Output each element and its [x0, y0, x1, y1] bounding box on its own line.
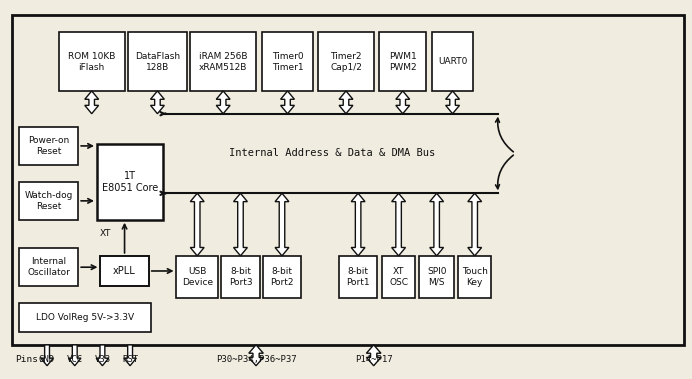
- Polygon shape: [351, 193, 365, 256]
- Text: PWM1
PWM2: PWM1 PWM2: [389, 52, 417, 72]
- Polygon shape: [392, 193, 406, 256]
- Bar: [176, 256, 218, 298]
- Text: iRAM 256B
xRAM512B: iRAM 256B xRAM512B: [199, 52, 248, 72]
- Text: P14~P17: P14~P17: [355, 355, 392, 364]
- Bar: [382, 256, 415, 298]
- Bar: [262, 32, 313, 91]
- Bar: [263, 256, 301, 298]
- Polygon shape: [446, 91, 459, 114]
- Text: Watch-dog
Reset: Watch-dog Reset: [25, 191, 73, 211]
- Bar: [100, 256, 149, 286]
- Bar: [419, 256, 454, 298]
- Text: USB
Device: USB Device: [182, 266, 212, 287]
- Text: DataFlash
128B: DataFlash 128B: [135, 52, 180, 72]
- Polygon shape: [41, 345, 53, 366]
- Bar: [339, 256, 377, 298]
- Bar: [19, 127, 78, 165]
- Text: Internal
Oscillator: Internal Oscillator: [28, 257, 70, 277]
- Text: V33: V33: [94, 355, 111, 364]
- Bar: [12, 15, 684, 345]
- Bar: [318, 32, 374, 91]
- Text: Timer2
Cap1/2: Timer2 Cap1/2: [330, 52, 362, 72]
- Bar: [379, 32, 426, 91]
- Bar: [97, 144, 163, 220]
- Text: 8-bit
Port2: 8-bit Port2: [271, 266, 293, 287]
- Polygon shape: [234, 193, 248, 256]
- Bar: [128, 32, 187, 91]
- Text: SPI0
M/S: SPI0 M/S: [427, 266, 446, 287]
- Text: Timer0
Timer1: Timer0 Timer1: [272, 52, 303, 72]
- Polygon shape: [396, 91, 410, 114]
- Polygon shape: [216, 91, 230, 114]
- Polygon shape: [430, 193, 444, 256]
- Polygon shape: [190, 193, 204, 256]
- Text: UART0: UART0: [438, 57, 467, 66]
- Text: Internal Address & Data & DMA Bus: Internal Address & Data & DMA Bus: [229, 149, 435, 158]
- Polygon shape: [339, 91, 353, 114]
- Text: XT: XT: [100, 229, 111, 238]
- Polygon shape: [85, 91, 99, 114]
- Bar: [221, 256, 260, 298]
- Text: P30~P34,P36~P37: P30~P34,P36~P37: [216, 355, 296, 364]
- Bar: [432, 32, 473, 91]
- Bar: [458, 256, 491, 298]
- Polygon shape: [468, 193, 482, 256]
- Bar: [19, 248, 78, 286]
- Text: ROM 10KB
iFlash: ROM 10KB iFlash: [68, 52, 116, 72]
- Polygon shape: [150, 91, 165, 114]
- Text: Power-on
Reset: Power-on Reset: [28, 136, 69, 156]
- Bar: [19, 182, 78, 220]
- Text: Touch
Key: Touch Key: [462, 266, 488, 287]
- Text: LDO VolReg 5V->3.3V: LDO VolReg 5V->3.3V: [36, 313, 134, 322]
- Polygon shape: [249, 345, 263, 366]
- Text: 1T
E8051 Core: 1T E8051 Core: [102, 171, 158, 193]
- Bar: [19, 303, 151, 332]
- Text: 8-bit
Port3: 8-bit Port3: [228, 266, 253, 287]
- Text: XT
OSC: XT OSC: [389, 266, 408, 287]
- Text: Pins:: Pins:: [15, 355, 44, 364]
- Polygon shape: [275, 193, 289, 256]
- Polygon shape: [281, 91, 294, 114]
- Text: VCC: VCC: [66, 355, 83, 364]
- Bar: [190, 32, 256, 91]
- Text: RST: RST: [122, 355, 138, 364]
- Polygon shape: [69, 345, 81, 366]
- Text: GND: GND: [39, 355, 55, 364]
- Polygon shape: [124, 345, 136, 366]
- Polygon shape: [96, 345, 109, 366]
- Polygon shape: [367, 345, 381, 366]
- Bar: [59, 32, 125, 91]
- Text: 8-bit
Port1: 8-bit Port1: [346, 266, 370, 287]
- Text: xPLL: xPLL: [113, 266, 136, 276]
